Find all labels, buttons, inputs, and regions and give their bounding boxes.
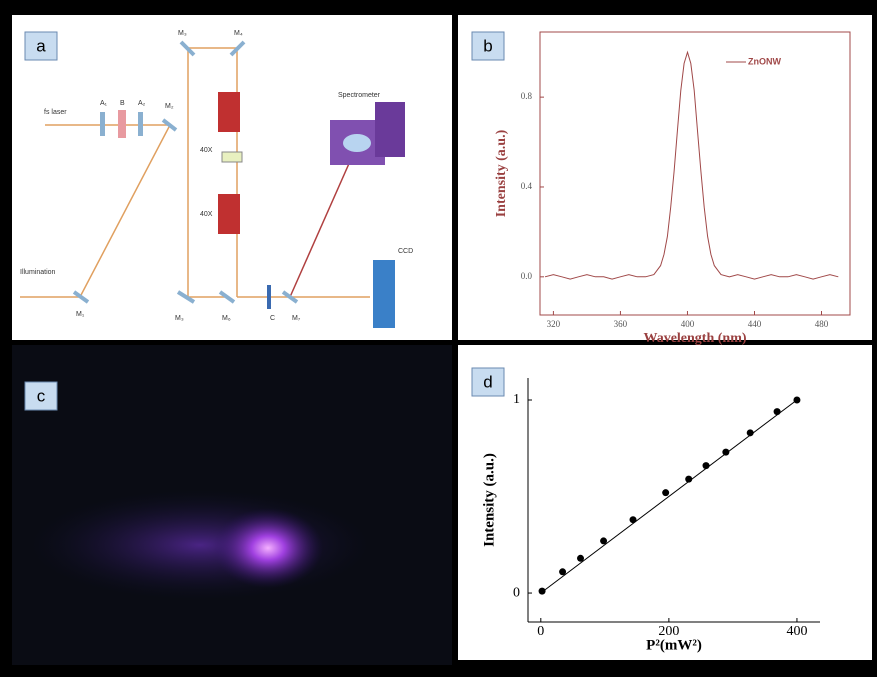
x-tick-label: 480 (815, 319, 829, 329)
x-tick-label: 0 (537, 624, 544, 639)
diagram-label: M₁ (76, 311, 85, 318)
panel-label: c (37, 386, 46, 405)
x-tick-label: 320 (547, 319, 561, 329)
legend-label: ZnONW (748, 56, 781, 66)
panel-label-box (471, 31, 505, 61)
data-point (773, 408, 781, 416)
emission-spot (213, 508, 323, 588)
diagram-label: 40X (200, 211, 213, 218)
data-point (662, 489, 670, 497)
panel-label: a (36, 36, 46, 55)
y-tick-label: 1 (513, 392, 520, 407)
panel-label: b (483, 36, 492, 55)
x-tick-label: 440 (748, 319, 762, 329)
x-axis-label: Wavelength (nm) (643, 331, 746, 346)
diagram-label: A₁ (100, 100, 108, 107)
data-point (685, 475, 693, 483)
diagram-label: Spectrometer (338, 92, 381, 99)
diagram-label: A₂ (138, 100, 146, 107)
data-line (544, 50, 839, 280)
data-point (722, 448, 730, 456)
diagram-label: 40X (200, 147, 213, 154)
data-point (600, 537, 608, 545)
y-tick-label: 0.8 (521, 91, 533, 101)
diagram-label: M₃ (178, 30, 187, 37)
diagram-label: B (120, 100, 125, 107)
diagram-label: Illumination (20, 269, 56, 276)
data-line (540, 399, 798, 594)
y-tick-label: 0.4 (521, 181, 533, 191)
panel-label-box (471, 367, 505, 397)
data-point (538, 587, 546, 595)
y-tick-label: 0.0 (521, 271, 533, 281)
data-point (577, 554, 585, 562)
y-axis-label: Intensity (a.u.) (481, 453, 497, 547)
y-axis-label: Intensity (a.u.) (494, 129, 509, 217)
diagram-label: C (270, 315, 275, 322)
data-point (559, 568, 567, 576)
diagram-label: M₄ (234, 30, 243, 37)
panel-label-box (24, 381, 58, 411)
data-point (793, 396, 801, 404)
diagram-label: fs laser (44, 109, 67, 116)
panel-bg (458, 15, 872, 340)
panel-label-box (24, 31, 58, 61)
y-tick-label: 0 (513, 585, 520, 600)
x-tick-label: 400 (681, 319, 695, 329)
panel-bg (458, 345, 872, 660)
diagram-label: M₆ (222, 315, 231, 322)
diagram-label: CCD (398, 248, 413, 255)
x-tick-label: 360 (614, 319, 628, 329)
x-tick-label: 400 (786, 624, 807, 639)
x-tick-label: 200 (658, 624, 679, 639)
data-point (629, 516, 637, 524)
panel-c: c (12, 345, 452, 665)
panel-label: d (483, 372, 492, 391)
diagram-label: M₃ (175, 315, 184, 322)
optics (72, 40, 405, 328)
x-axis-label: P²(mW²) (646, 637, 702, 653)
data-point (702, 462, 710, 470)
diagram-label: M₇ (292, 315, 301, 322)
diagram-label: M₂ (165, 103, 174, 110)
data-point (746, 429, 754, 437)
plot-frame (539, 31, 851, 316)
panel-a: fs laser A₁ B A₂ M₂ M₃ M₄ 40X 40X Spectr… (12, 15, 452, 340)
